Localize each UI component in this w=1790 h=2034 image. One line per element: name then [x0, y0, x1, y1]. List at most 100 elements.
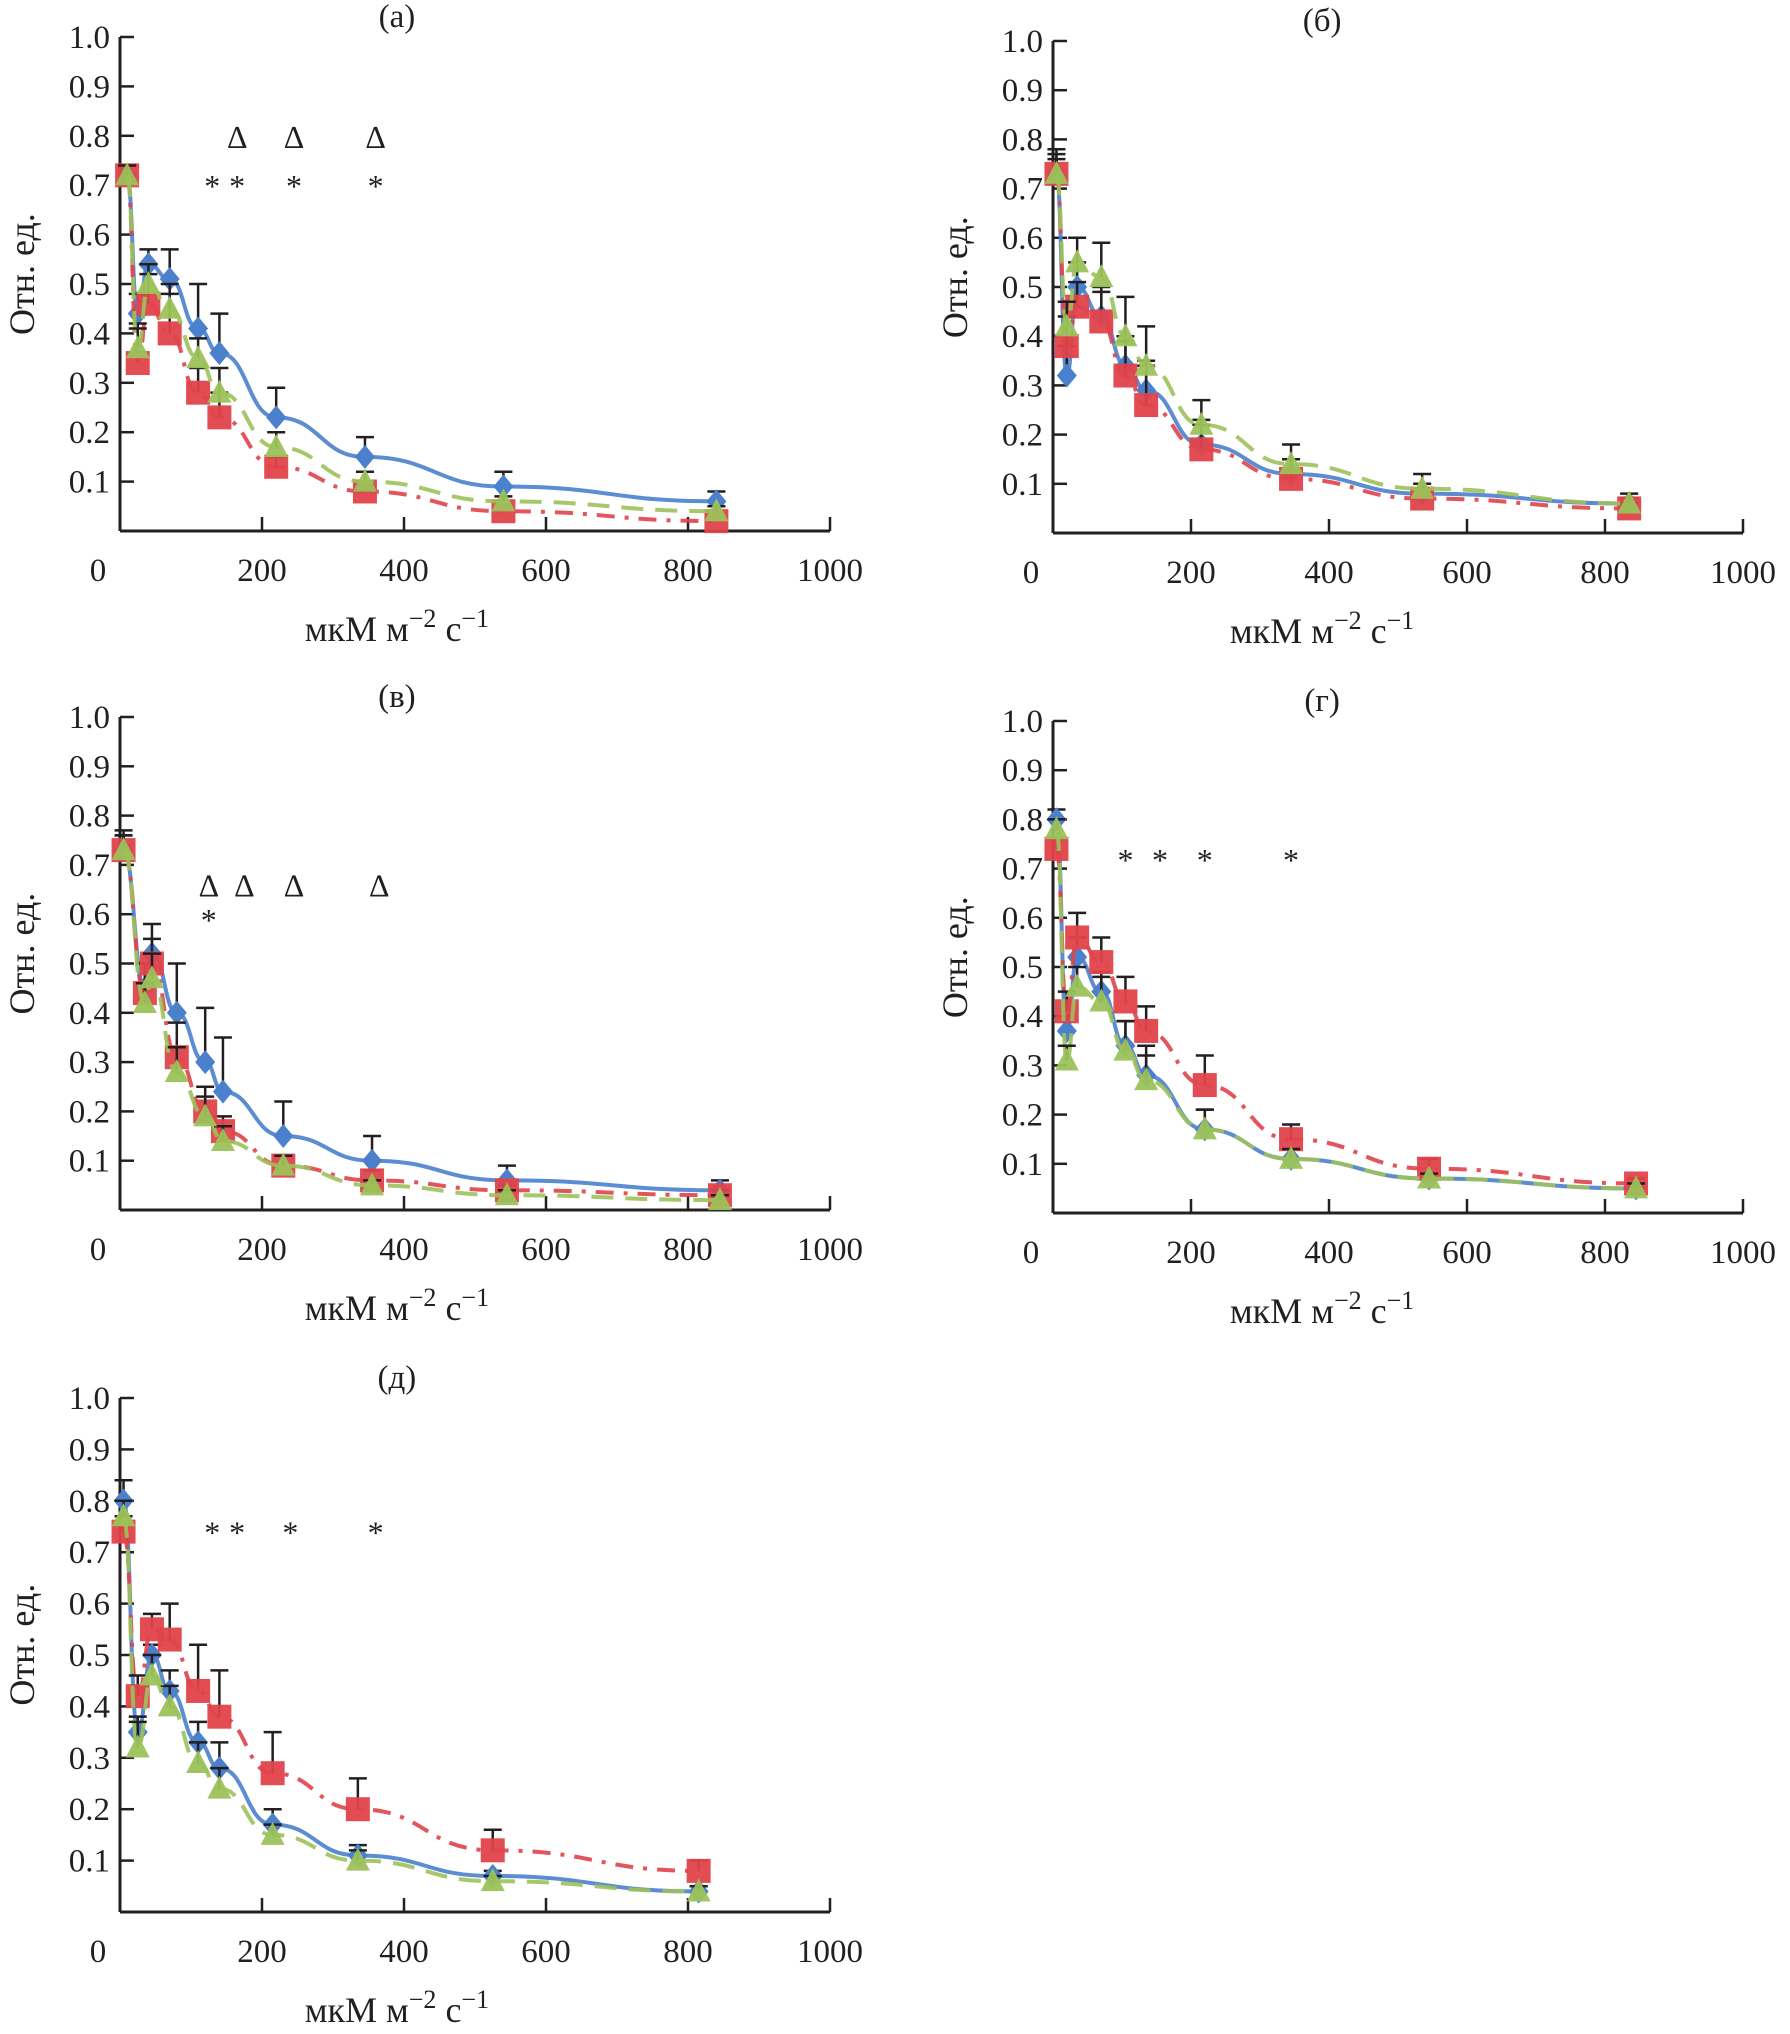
y-tick-label: 0.7 — [69, 168, 110, 204]
y-tick-label: 0.4 — [69, 1689, 110, 1725]
x-tick-label: 0 — [1023, 555, 1040, 591]
data-point-diamond — [273, 1124, 294, 1149]
y-axis-title: Отн. ед. — [2, 213, 42, 335]
chart-panel: (г) 0.1 0.2 0.3 0.4 0.5 0.6 0.7 0.8 0.9 1.0 0 200 400… — [935, 683, 1776, 1331]
data-point-triangle — [1089, 264, 1114, 288]
y-axis-title: Отн. ед. — [935, 216, 975, 338]
data-point-triangle — [1054, 1047, 1079, 1071]
significance-asterisk: * — [1152, 842, 1168, 878]
y-tick-label: 0.1 — [69, 465, 110, 501]
significance-delta: ∆ — [284, 119, 304, 155]
y-tick-label: 0.1 — [1002, 1147, 1043, 1183]
x-tick-label: 1000 — [1710, 555, 1776, 591]
y-tick-label: 0.8 — [69, 1484, 110, 1520]
x-tick-label: 600 — [1442, 555, 1492, 591]
x-tick-label: 600 — [521, 1232, 571, 1268]
series-line-green — [121, 1514, 699, 1894]
data-point-diamond — [266, 405, 287, 430]
y-tick-label: 0.9 — [69, 1432, 110, 1468]
y-tick-label: 0.4 — [1002, 999, 1043, 1035]
data-point-square — [1134, 393, 1159, 418]
x-tick-label: 800 — [663, 1232, 713, 1268]
data-point-triangle — [157, 295, 182, 319]
y-tick-label: 1.0 — [1002, 24, 1043, 60]
x-tick-label: 1000 — [1710, 1235, 1776, 1271]
y-tick-label: 0.1 — [69, 1844, 110, 1880]
data-point-square — [264, 454, 289, 479]
x-tick-label: 400 — [1304, 1235, 1354, 1271]
x-tick-label: 200 — [237, 1934, 287, 1970]
data-point-triangle — [1089, 988, 1114, 1012]
y-tick-label: 0.5 — [1002, 950, 1043, 986]
x-tick-label: 0 — [90, 1934, 107, 1970]
data-point-triangle — [260, 1821, 285, 1845]
series-line-blue — [1054, 817, 1637, 1191]
data-point-triangle — [210, 1127, 235, 1151]
data-point-diamond — [362, 1148, 383, 1173]
data-point-triangle — [1044, 816, 1069, 840]
data-point-triangle — [1134, 352, 1159, 376]
x-tick-label: 600 — [1442, 1235, 1492, 1271]
x-tick-label: 0 — [90, 1232, 107, 1268]
y-tick-label: 0.8 — [69, 119, 110, 155]
data-point-triangle — [1624, 1175, 1649, 1199]
data-point-triangle — [360, 1172, 385, 1196]
y-tick-label: 0.2 — [1002, 1098, 1043, 1134]
data-point-triangle — [264, 434, 289, 458]
data-point-triangle — [157, 1693, 182, 1717]
y-tick-label: 0.4 — [69, 316, 110, 352]
y-tick-label: 0.3 — [1002, 368, 1043, 404]
data-point-square — [157, 321, 182, 346]
data-point-triangle — [193, 1103, 218, 1127]
y-tick-label: 0.7 — [1002, 172, 1043, 208]
data-point-triangle — [125, 335, 150, 359]
y-tick-label: 0.4 — [1002, 319, 1043, 355]
y-tick-label: 0.1 — [1002, 467, 1043, 503]
y-tick-label: 0.5 — [69, 267, 110, 303]
data-point-square — [1192, 1073, 1217, 1098]
y-tick-label: 0.5 — [69, 947, 110, 983]
y-tick-label: 0.6 — [1002, 901, 1043, 937]
data-point-square — [1065, 925, 1090, 950]
series-line-blue — [1054, 171, 1630, 506]
y-tick-label: 0.3 — [69, 1741, 110, 1777]
data-point-square — [1113, 989, 1138, 1014]
data-point-triangle — [111, 837, 136, 861]
x-axis-title: мкМ м−2 с−1 — [305, 1283, 489, 1328]
data-point-triangle — [1044, 160, 1069, 184]
data-point-square — [1089, 950, 1114, 975]
x-tick-label: 400 — [1304, 555, 1354, 591]
significance-asterisk: * — [368, 1515, 384, 1551]
chart-panel: (б) 0.1 0.2 0.3 0.4 0.5 0.6 0.7 0.8 0.9 1.0 0 200 400… — [935, 3, 1776, 651]
data-point-square — [207, 405, 232, 430]
series-line-green — [1054, 171, 1630, 506]
y-tick-label: 0.4 — [69, 996, 110, 1032]
significance-delta: ∆ — [234, 868, 254, 904]
x-axis-title: мкМ м−2 с−1 — [1230, 1286, 1414, 1331]
y-tick-label: 0.8 — [69, 799, 110, 835]
y-tick-label: 0.5 — [1002, 270, 1043, 306]
panel-title: (а) — [379, 0, 416, 35]
data-point-triangle — [1065, 973, 1090, 997]
x-tick-label: 800 — [663, 1934, 713, 1970]
significance-asterisk: * — [201, 902, 217, 938]
x-tick-label: 0 — [1023, 1235, 1040, 1271]
significance-asterisk: * — [1117, 842, 1133, 878]
significance-asterisk: * — [1283, 842, 1299, 878]
y-tick-label: 1.0 — [69, 20, 110, 56]
data-point-square — [260, 1761, 285, 1786]
significance-delta: ∆ — [227, 119, 247, 155]
y-tick-label: 0.3 — [1002, 1048, 1043, 1084]
y-tick-label: 0.2 — [1002, 418, 1043, 454]
y-tick-label: 0.9 — [69, 69, 110, 105]
significance-delta: ∆ — [366, 119, 386, 155]
series-line-green — [125, 173, 717, 514]
data-point-diamond — [354, 444, 375, 469]
x-tick-label: 400 — [379, 553, 429, 589]
significance-delta: ∆ — [284, 868, 304, 904]
series-line-blue — [125, 173, 717, 504]
y-tick-label: 0.2 — [69, 1792, 110, 1828]
data-point-triangle — [111, 1503, 136, 1527]
data-point-triangle — [1134, 1067, 1159, 1091]
